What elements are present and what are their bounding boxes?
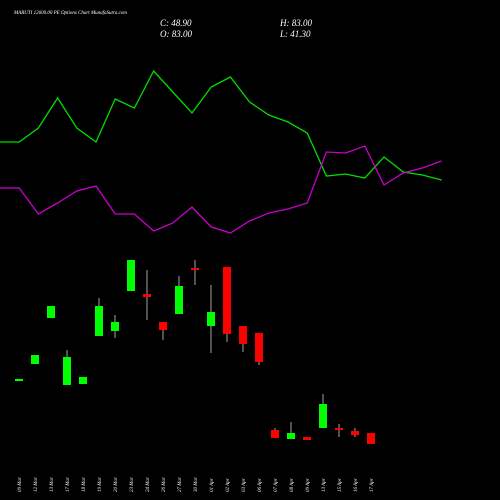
x-tick-label: 01 Apr	[210, 478, 215, 492]
candle-body	[143, 294, 151, 297]
candle-body	[31, 355, 39, 364]
candle-body	[223, 267, 231, 334]
x-tick-label: 16 Apr	[354, 478, 359, 492]
candle-body	[47, 306, 55, 318]
x-tick-label: 06 Apr	[258, 478, 263, 492]
x-tick-label: 20 Mar	[114, 477, 119, 492]
candle-body	[271, 430, 279, 438]
candle-body	[111, 322, 119, 331]
x-tick-label: 24 Mar	[146, 477, 151, 492]
candle-body	[175, 286, 183, 314]
x-tick-label: 17 Apr	[370, 478, 375, 492]
x-tick-label: 27 Mar	[178, 477, 183, 492]
chart-title: MARUTI 12600.00 PE Options Chart MunafaS…	[13, 11, 127, 16]
x-tick-label: 08 Apr	[290, 478, 295, 492]
candle-body	[255, 333, 263, 362]
candle-body	[63, 357, 71, 385]
candle-body	[95, 306, 103, 336]
candle-body	[79, 377, 87, 384]
x-tick-label: 12 Mar	[34, 477, 39, 492]
x-tick-label: 30 Mar	[194, 477, 199, 492]
x-tick-label: 03 Apr	[242, 478, 247, 492]
candle-body	[191, 268, 199, 270]
x-tick-label: 13 Mar	[50, 477, 55, 492]
ohlc-open: O: 83.00	[160, 29, 192, 39]
ohlc-close: C: 48.90	[160, 18, 192, 28]
indicator-line	[0, 69, 442, 181]
ohlc-low: L: 41.30	[279, 29, 311, 39]
candle-body	[159, 322, 167, 330]
x-tick-label: 13 Apr	[322, 478, 327, 492]
candle-body	[303, 437, 311, 440]
x-tick-label: 15 Apr	[338, 478, 343, 492]
indicator-line	[0, 145, 442, 234]
candle-body	[239, 326, 247, 344]
x-tick-label: 17 Mar	[66, 477, 71, 492]
x-tick-label: 09 Mar	[18, 477, 23, 492]
candle-body	[335, 428, 343, 430]
x-tick-label: 26 Mar	[162, 477, 167, 492]
x-tick-label: 18 Mar	[82, 477, 87, 492]
candle-body	[351, 431, 359, 435]
candle-body	[367, 433, 375, 444]
x-tick-label: 19 Mar	[98, 477, 103, 492]
x-tick-label: 07 Apr	[274, 478, 279, 492]
x-tick-label: 23 Mar	[130, 477, 135, 492]
candle-body	[207, 312, 215, 326]
candle-body	[127, 260, 135, 291]
candle-body	[319, 404, 327, 428]
ohlc-high: H: 83.00	[279, 18, 312, 28]
candle-body	[15, 379, 23, 381]
x-tick-label: 09 Apr	[306, 478, 311, 492]
candle-body	[287, 433, 295, 439]
x-tick-label: 02 Apr	[226, 478, 231, 492]
